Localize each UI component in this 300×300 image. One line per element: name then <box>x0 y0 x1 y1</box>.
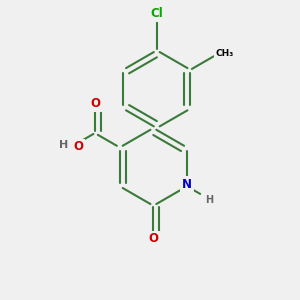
Text: O: O <box>90 97 100 110</box>
Text: N: N <box>182 178 192 191</box>
Text: H: H <box>205 195 214 205</box>
Text: H: H <box>59 140 68 150</box>
Text: Cl: Cl <box>150 8 163 20</box>
Text: O: O <box>74 140 83 154</box>
Text: O: O <box>148 232 158 245</box>
Text: CH₃: CH₃ <box>216 49 234 58</box>
